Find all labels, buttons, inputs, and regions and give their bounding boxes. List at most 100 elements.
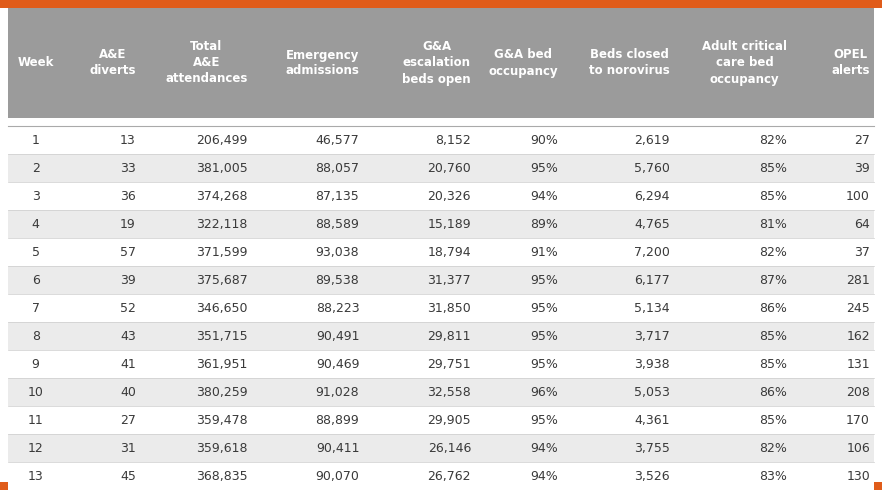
Text: 37: 37	[854, 245, 870, 259]
Text: 1: 1	[32, 133, 40, 147]
Text: 375,687: 375,687	[196, 273, 248, 287]
Text: 6,294: 6,294	[634, 190, 670, 202]
Text: 2: 2	[32, 162, 40, 174]
Text: 170: 170	[846, 414, 870, 426]
Text: 91%: 91%	[531, 245, 558, 259]
Text: 33: 33	[120, 162, 136, 174]
Text: 46,577: 46,577	[316, 133, 359, 147]
Text: OPEL
alerts: OPEL alerts	[832, 49, 870, 77]
Text: 281: 281	[846, 273, 870, 287]
Text: 39: 39	[855, 162, 870, 174]
Text: 29,811: 29,811	[428, 329, 471, 343]
Text: 95%: 95%	[530, 329, 558, 343]
Bar	[8, 294, 874, 322]
Text: 8: 8	[32, 329, 40, 343]
Bar	[8, 462, 874, 490]
Text: 5: 5	[32, 245, 40, 259]
Text: 359,478: 359,478	[196, 414, 248, 426]
Text: 7: 7	[32, 301, 40, 315]
Text: 245: 245	[846, 301, 870, 315]
Text: 4,361: 4,361	[634, 414, 670, 426]
Text: 100: 100	[846, 190, 870, 202]
Bar	[8, 154, 874, 182]
Text: 88,899: 88,899	[316, 414, 359, 426]
Text: 5,760: 5,760	[634, 162, 670, 174]
Text: 90,491: 90,491	[316, 329, 359, 343]
Text: 95%: 95%	[530, 358, 558, 370]
Text: Beds closed
to norovirus: Beds closed to norovirus	[589, 49, 670, 77]
Text: 57: 57	[120, 245, 136, 259]
Text: 85%: 85%	[759, 190, 787, 202]
Text: 64: 64	[855, 218, 870, 230]
Bar	[8, 182, 874, 210]
Bar	[8, 322, 874, 350]
Text: 95%: 95%	[530, 273, 558, 287]
Text: 29,905: 29,905	[428, 414, 471, 426]
Text: 106: 106	[846, 441, 870, 455]
Text: 12: 12	[28, 441, 43, 455]
Text: 89,538: 89,538	[316, 273, 359, 287]
Bar	[8, 126, 874, 154]
Text: 86%: 86%	[759, 386, 787, 398]
Text: 381,005: 381,005	[196, 162, 248, 174]
Text: 13: 13	[120, 133, 136, 147]
Text: 346,650: 346,650	[196, 301, 248, 315]
Text: 96%: 96%	[531, 386, 558, 398]
Text: 380,259: 380,259	[196, 386, 248, 398]
Text: 20,760: 20,760	[427, 162, 471, 174]
Text: 4: 4	[32, 218, 40, 230]
Text: Week: Week	[18, 56, 54, 70]
Text: 41: 41	[120, 358, 136, 370]
Text: 85%: 85%	[759, 162, 787, 174]
Text: 83%: 83%	[759, 469, 787, 483]
Text: 31,850: 31,850	[427, 301, 471, 315]
Text: 11: 11	[28, 414, 43, 426]
Text: 26,762: 26,762	[428, 469, 471, 483]
Text: 94%: 94%	[531, 190, 558, 202]
Text: 359,618: 359,618	[196, 441, 248, 455]
Text: 7,200: 7,200	[634, 245, 670, 259]
Text: 88,223: 88,223	[316, 301, 359, 315]
Text: Adult critical
care bed
occupancy: Adult critical care bed occupancy	[702, 41, 787, 85]
Text: 206,499: 206,499	[197, 133, 248, 147]
Text: 89%: 89%	[530, 218, 558, 230]
Text: A&E
diverts: A&E diverts	[89, 49, 136, 77]
Text: 6: 6	[32, 273, 40, 287]
Text: 29,751: 29,751	[428, 358, 471, 370]
Text: 85%: 85%	[759, 329, 787, 343]
Text: 40: 40	[120, 386, 136, 398]
Text: 36: 36	[120, 190, 136, 202]
Text: 13: 13	[28, 469, 43, 483]
Text: 31: 31	[120, 441, 136, 455]
Text: 82%: 82%	[759, 133, 787, 147]
Text: 3,938: 3,938	[634, 358, 670, 370]
Text: 88,057: 88,057	[316, 162, 359, 174]
Bar	[0, 482, 882, 490]
Text: 82%: 82%	[759, 245, 787, 259]
Text: 85%: 85%	[759, 358, 787, 370]
Text: 91,028: 91,028	[316, 386, 359, 398]
Text: 351,715: 351,715	[196, 329, 248, 343]
Text: 94%: 94%	[531, 469, 558, 483]
Text: 93,038: 93,038	[316, 245, 359, 259]
Text: 9: 9	[32, 358, 40, 370]
Text: 374,268: 374,268	[196, 190, 248, 202]
Text: 45: 45	[120, 469, 136, 483]
Text: 88,589: 88,589	[316, 218, 359, 230]
Bar	[8, 8, 874, 118]
Text: 94%: 94%	[531, 441, 558, 455]
Text: 162: 162	[847, 329, 870, 343]
Text: G&A
escalation
beds open: G&A escalation beds open	[402, 41, 471, 85]
Text: 3,755: 3,755	[634, 441, 670, 455]
Text: 95%: 95%	[530, 414, 558, 426]
Text: 39: 39	[120, 273, 136, 287]
Text: 4,765: 4,765	[634, 218, 670, 230]
Text: 322,118: 322,118	[197, 218, 248, 230]
Text: 368,835: 368,835	[196, 469, 248, 483]
Bar	[8, 406, 874, 434]
Text: 20,326: 20,326	[428, 190, 471, 202]
Text: 85%: 85%	[759, 414, 787, 426]
Text: 81%: 81%	[759, 218, 787, 230]
Text: 3,717: 3,717	[634, 329, 670, 343]
Text: 19: 19	[120, 218, 136, 230]
